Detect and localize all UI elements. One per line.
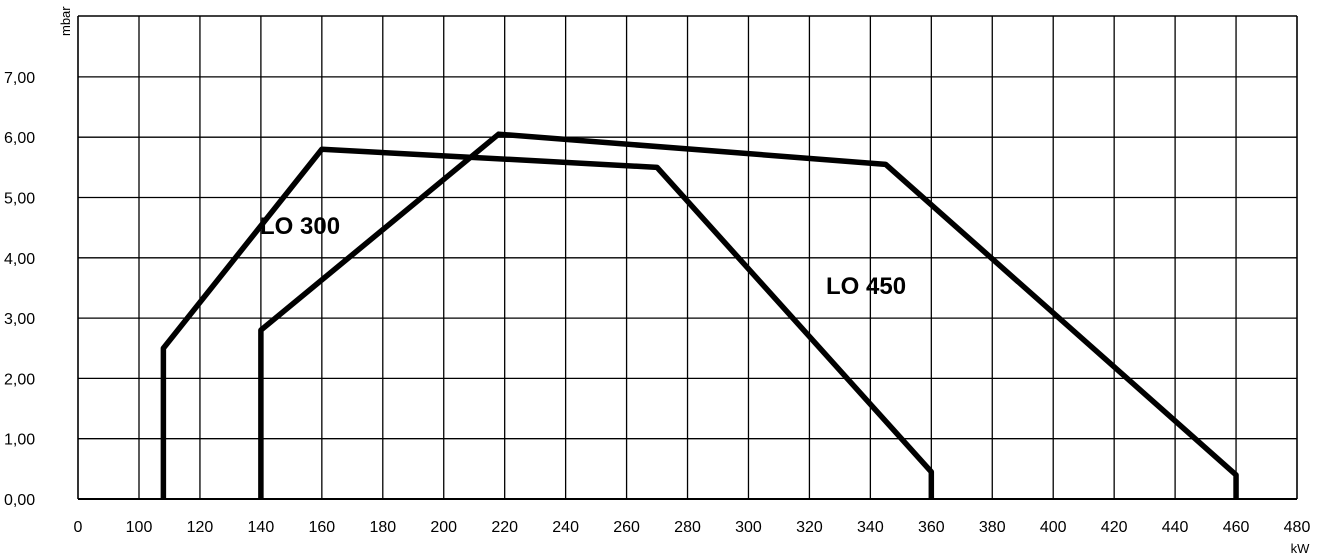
x-tick-label: 120 <box>187 519 214 536</box>
y-tick-label: 5,00 <box>4 191 35 208</box>
y-tick-label: 0,00 <box>4 492 35 509</box>
x-tick-label: 160 <box>308 519 335 536</box>
series-label-lo300: LO 300 <box>260 213 340 240</box>
y-tick-label: 4,00 <box>4 251 35 268</box>
y-tick-label: 3,00 <box>4 311 35 328</box>
x-tick-label: 260 <box>613 519 640 536</box>
y-axis-ticks: 0,00 1,00 2,00 3,00 4,00 5,00 6,00 7,00 <box>4 70 35 509</box>
x-tick-label: 440 <box>1162 519 1189 536</box>
x-tick-label: 380 <box>979 519 1006 536</box>
y-tick-label: 2,00 <box>4 371 35 388</box>
y-tick-label: 1,00 <box>4 432 35 449</box>
x-tick-label: 0 <box>74 519 83 536</box>
y-tick-label: 7,00 <box>4 70 35 87</box>
y-axis-unit: mbar <box>58 6 73 36</box>
x-tick-label: 280 <box>674 519 701 536</box>
x-tick-label: 320 <box>796 519 823 536</box>
x-tick-label: 200 <box>430 519 457 536</box>
x-tick-label: 100 <box>126 519 153 536</box>
series-lines <box>160 131 1239 499</box>
x-tick-label: 360 <box>918 519 945 536</box>
y-tick-label: 6,00 <box>4 130 35 147</box>
x-tick-label: 460 <box>1223 519 1250 536</box>
x-tick-label: 340 <box>857 519 884 536</box>
x-tick-label: 480 <box>1284 519 1311 536</box>
x-axis-ticks: 0 100 120 140 160 180 200 220 240 260 280 300 320 340… <box>74 519 1311 536</box>
series-label-lo450: LO 450 <box>826 273 906 300</box>
x-tick-label: 220 <box>491 519 518 536</box>
x-axis-unit: kW <box>1291 541 1311 556</box>
x-tick-label: 140 <box>248 519 275 536</box>
series-line-1 <box>258 131 1239 499</box>
x-tick-label: 400 <box>1040 519 1067 536</box>
x-tick-label: 420 <box>1101 519 1128 536</box>
x-tick-label: 300 <box>735 519 762 536</box>
grid <box>77 15 1298 500</box>
series-line-0 <box>160 146 935 499</box>
x-tick-label: 240 <box>552 519 579 536</box>
x-tick-label: 180 <box>369 519 396 536</box>
